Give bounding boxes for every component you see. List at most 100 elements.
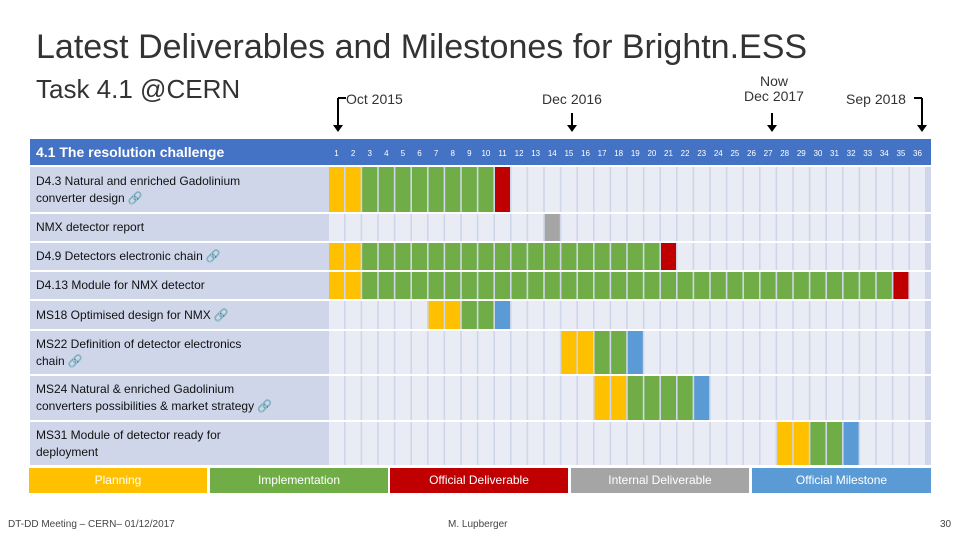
cell-empty [677,301,693,329]
cell-implementation [644,376,660,420]
cell-official-deliverable [495,167,510,212]
cell-empty [893,301,909,329]
cell-empty [544,422,560,465]
cell-empty [544,301,560,329]
arrow-down-icon [917,125,927,132]
cell-implementation [727,272,743,299]
link-icon[interactable]: 🔗 [213,307,229,322]
cell-empty [412,331,427,374]
cell-implementation [810,272,826,299]
cell-empty [827,243,842,270]
month-number: 24 [714,149,723,158]
task-label-line: D4.9 Detectors electronic chain 🔗 [36,249,221,263]
month-number: 11 [498,149,507,158]
cell-empty [694,301,710,329]
cell-empty [843,331,859,374]
cell-empty [760,376,776,420]
cell-empty [511,214,527,241]
cell-empty [893,331,909,374]
cell-planning [345,243,361,270]
cell-empty [378,422,394,465]
cell-empty [329,301,344,329]
cell-empty [528,422,544,465]
task-label-line: D4.3 Natural and enriched Gadolinium [36,173,241,188]
month-number: 22 [681,149,690,158]
cell-empty [876,167,892,212]
month-number: 10 [481,149,490,158]
task-label-line: deployment [36,444,99,459]
cell-empty [910,272,925,299]
month-number: 25 [730,149,739,158]
arrow-down-icon [567,125,577,132]
cell-implementation [627,243,643,270]
footer-author: M. Lupberger [448,519,508,530]
cell-empty [428,214,444,241]
cell-empty [412,422,427,465]
month-number: 9 [467,149,472,158]
month-number: 27 [764,149,773,158]
link-icon[interactable]: 🔗 [257,399,273,413]
cell-empty [478,422,494,465]
link-icon[interactable]: 🔗 [67,353,83,368]
month-number: 17 [598,149,607,158]
cell-empty [511,331,527,374]
cell-implementation [395,243,411,270]
cell-planning [777,422,793,465]
cell-empty [412,376,427,420]
cell-empty [511,301,527,329]
cell-implementation [677,376,693,420]
cell-empty [329,422,344,465]
cell-empty [378,301,394,329]
cell-empty [611,422,627,465]
cell-empty [661,301,676,329]
cell-empty [810,214,826,241]
cell-empty [495,376,510,420]
cell-empty [744,301,759,329]
cell-implementation [594,243,610,270]
cell-empty [843,243,859,270]
cell-empty [677,167,693,212]
cell-empty [827,167,842,212]
link-icon[interactable]: 🔗 [127,190,143,205]
month-number: 15 [564,149,573,158]
cell-empty [910,243,925,270]
cell-implementation [760,272,776,299]
cell-empty [793,243,809,270]
cell-empty [561,301,577,329]
task-label-line: chain 🔗 [36,353,83,368]
task-label: NMX detector report [36,219,144,236]
cell-empty [677,243,693,270]
cell-empty [893,243,909,270]
cell-empty [345,301,361,329]
cell-empty [910,376,925,420]
cell-empty [594,422,610,465]
month-number: 20 [647,149,656,158]
marker-date: Dec 2017 [744,88,804,104]
cell-empty [810,243,826,270]
cell-empty [495,214,510,241]
link-icon[interactable]: 🔗 [205,249,221,263]
month-number: 33 [863,149,872,158]
cell-empty [644,422,660,465]
cell-implementation [876,272,892,299]
month-number: 35 [896,149,905,158]
cell-empty [910,422,925,465]
cell-empty [860,167,876,212]
cell-implementation [528,243,544,270]
cell-empty [860,301,876,329]
cell-empty [544,331,560,374]
cell-implementation [611,331,627,374]
cell-empty [594,214,610,241]
cell-implementation [627,272,643,299]
cell-empty [495,422,510,465]
month-number: 26 [747,149,756,158]
cell-empty [876,214,892,241]
cell-empty [329,214,344,241]
month-number: 8 [450,149,455,158]
footer-page-number: 30 [940,519,952,530]
cell-implementation [677,272,693,299]
cell-implementation [528,272,544,299]
cell-empty [876,301,892,329]
cell-planning [329,167,344,212]
